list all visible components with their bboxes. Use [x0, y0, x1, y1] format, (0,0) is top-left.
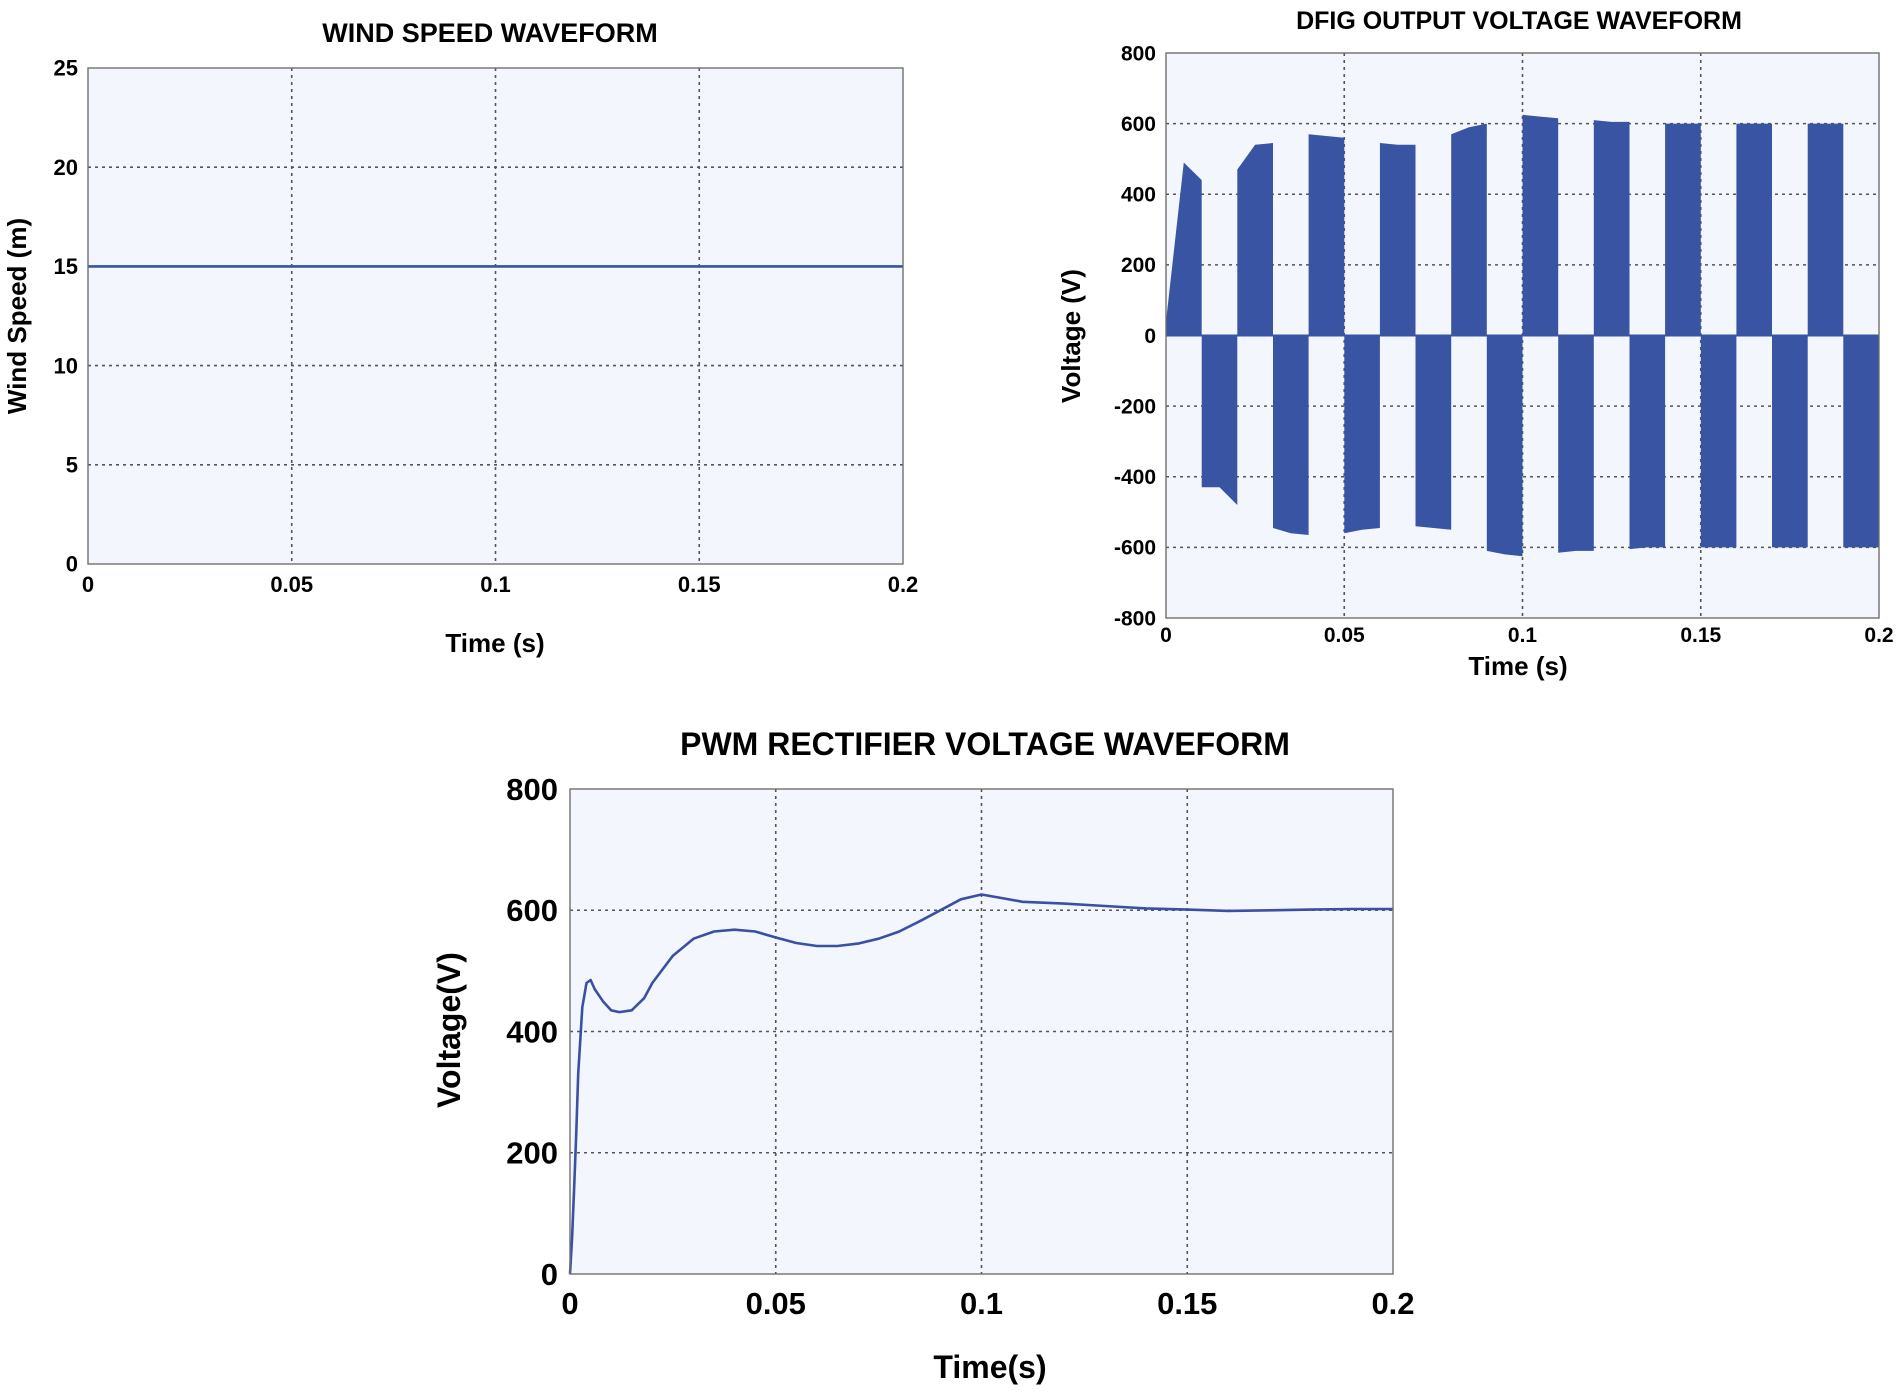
dfig-voltage-burst	[1522, 114, 1559, 336]
pwm-rectifier-x-tick-label: 0.2	[1371, 1286, 1414, 1321]
pwm-rectifier-series-line	[568, 893, 1393, 1275]
pwm-rectifier-y-tick-label: 800	[506, 772, 558, 807]
dfig-voltage-burst	[1772, 335, 1808, 548]
dfig-voltage-x-axis-label: Time (s)	[1468, 651, 1567, 681]
wind-speed-x-axis-label: Time (s)	[445, 628, 544, 658]
pwm-rectifier-x-ticks: 0 0.05 0.1 0.15 0.2	[561, 1286, 1414, 1321]
dfig-voltage-y-ticks: 800 600 400 200 0 -200 -400 -600 -800	[1114, 42, 1156, 630]
dfig-voltage-y-tick-label: 600	[1121, 113, 1156, 136]
dfig-voltage-burst	[1736, 123, 1772, 336]
dfig-voltage-chart: DFIG OUTPUT VOLTAGE WAVEFORM 800 600 400 20…	[1056, 7, 1894, 681]
pwm-rectifier-y-axis-label: Voltage(V)	[431, 952, 467, 1108]
wind-speed-y-tick-label: 5	[66, 453, 78, 478]
dfig-voltage-burst	[1237, 143, 1273, 336]
dfig-voltage-y-tick-label: -200	[1114, 395, 1156, 418]
dfig-voltage-y-tick-label: -600	[1114, 537, 1156, 560]
wind-speed-y-ticks: 0 5 10 15 20 25	[54, 56, 78, 577]
dfig-voltage-x-tick-label: 0.15	[1680, 624, 1721, 647]
pwm-rectifier-chart-title: PWM RECTIFIER VOLTAGE WAVEFORM	[680, 726, 1290, 762]
wind-speed-y-tick-label: 10	[54, 353, 78, 378]
dfig-voltage-burst	[1700, 335, 1737, 548]
pwm-rectifier-y-tick-label: 0	[541, 1257, 558, 1292]
pwm-rectifier-x-tick-label: 0.05	[746, 1286, 806, 1321]
dfig-voltage-plot-frame	[1165, 52, 1880, 619]
dfig-voltage-burst	[1201, 335, 1238, 505]
dfig-voltage-x-ticks: 0 0.05 0.1 0.15 0.2	[1160, 624, 1893, 647]
wind-speed-plot-frame	[87, 67, 904, 565]
dfig-voltage-burst	[1451, 123, 1487, 336]
dfig-voltage-burst	[1344, 335, 1380, 534]
pwm-rectifier-y-tick-label: 200	[506, 1136, 558, 1171]
wind-speed-x-tick-label: 0.1	[480, 572, 511, 597]
dfig-voltage-burst	[1166, 162, 1202, 336]
dfig-voltage-bursts	[1166, 114, 1879, 557]
dfig-voltage-y-tick-label: -800	[1114, 607, 1156, 630]
dfig-voltage-burst	[1415, 335, 1452, 530]
wind-speed-y-axis-label: Wind Speed (m)	[2, 218, 32, 414]
pwm-rectifier-chart: PWM RECTIFIER VOLTAGE WAVEFORM 0 200 400 60…	[431, 726, 1415, 1385]
wind-speed-x-tick-label: 0.15	[678, 572, 721, 597]
dfig-voltage-burst	[1558, 335, 1594, 553]
pwm-rectifier-plot-frame	[569, 788, 1394, 1275]
dfig-voltage-y-axis-label: Voltage (V)	[1056, 269, 1086, 403]
wind-speed-y-tick-label: 0	[66, 552, 78, 577]
dfig-voltage-burst	[1379, 143, 1416, 336]
dfig-voltage-burst	[1629, 335, 1666, 550]
dfig-voltage-burst	[1273, 335, 1309, 535]
dfig-voltage-burst	[1308, 134, 1345, 336]
dfig-voltage-burst	[1843, 335, 1879, 548]
wind-speed-x-tick-label: 0.2	[888, 572, 919, 597]
pwm-rectifier-y-tick-label: 400	[506, 1014, 558, 1049]
dfig-voltage-x-tick-label: 0.1	[1508, 624, 1538, 647]
wind-speed-x-tick-label: 0	[82, 572, 94, 597]
dfig-voltage-y-tick-label: 400	[1121, 184, 1156, 207]
dfig-voltage-chart-title: DFIG OUTPUT VOLTAGE WAVEFORM	[1296, 7, 1742, 35]
dfig-voltage-burst	[1807, 123, 1844, 336]
dfig-voltage-x-tick-label: 0.2	[1864, 624, 1893, 647]
pwm-rectifier-x-axis-label: Time(s)	[933, 1349, 1046, 1385]
dfig-voltage-y-tick-label: -400	[1114, 466, 1156, 489]
pwm-rectifier-y-ticks: 0 200 400 600 800	[506, 772, 558, 1292]
pwm-rectifier-y-tick-label: 600	[506, 893, 558, 928]
wind-speed-x-tick-label: 0.05	[270, 572, 313, 597]
dfig-voltage-x-tick-label: 0	[1160, 624, 1172, 647]
dfig-voltage-y-tick-label: 200	[1121, 254, 1156, 277]
wind-speed-chart-title: WIND SPEED WAVEFORM	[322, 18, 658, 48]
dfig-voltage-burst	[1665, 123, 1701, 336]
dfig-voltage-x-tick-label: 0.05	[1324, 624, 1365, 647]
pwm-rectifier-x-tick-label: 0	[561, 1286, 578, 1321]
wind-speed-x-ticks: 0 0.05 0.1 0.15 0.2	[82, 572, 918, 597]
wind-speed-y-tick-label: 25	[54, 56, 78, 81]
pwm-rectifier-x-tick-label: 0.15	[1157, 1286, 1217, 1321]
wind-speed-y-tick-label: 15	[54, 254, 78, 279]
wind-speed-y-tick-label: 20	[54, 155, 78, 180]
dfig-voltage-burst	[1593, 120, 1630, 336]
pwm-rectifier-x-tick-label: 0.1	[960, 1286, 1003, 1321]
dfig-voltage-burst	[1486, 335, 1523, 557]
pwm-rectifier-plot-area	[570, 789, 1393, 1274]
dfig-voltage-y-tick-label: 800	[1121, 42, 1156, 65]
dfig-voltage-y-tick-label: 0	[1144, 325, 1156, 348]
